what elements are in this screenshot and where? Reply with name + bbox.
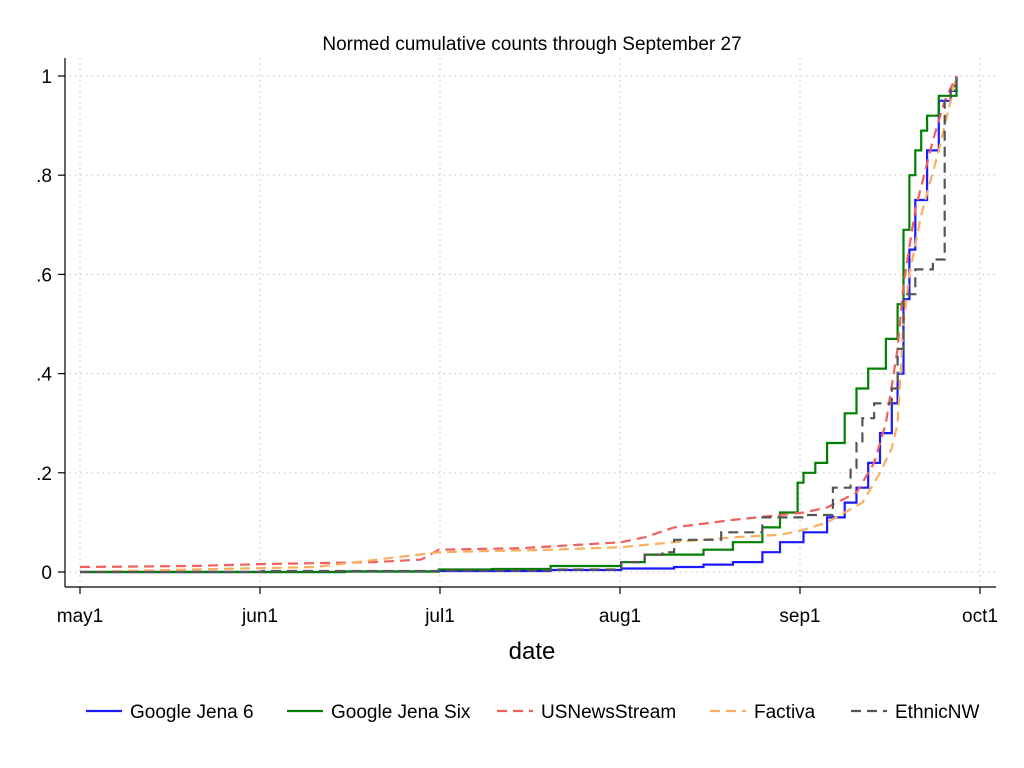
x-axis-label: date: [509, 638, 556, 665]
x-tick-label: sep1: [779, 606, 820, 627]
series-line-usnewsstream: [79, 75, 958, 569]
series-line-factiva: [79, 75, 958, 574]
x-tick-label: may1: [57, 606, 103, 627]
y-tick-label: 0: [41, 563, 52, 584]
y-tick-label: .8: [36, 166, 52, 187]
legend-label-google-jena-six: Google Jena Six: [331, 702, 471, 723]
y-tick-label: .6: [36, 265, 52, 286]
series-layer: [79, 75, 958, 574]
y-tick-label: 1: [41, 67, 52, 88]
series-line-google-jena-six: [80, 76, 958, 574]
x-tick-label: jul1: [424, 606, 455, 627]
legend-label-ethnicnw: EthnicNW: [895, 702, 980, 723]
x-tick-label: jun1: [241, 606, 278, 627]
axes: 0 .2 .4 .6 .8 1 may1 jun1 jul1 aug1 sep1 oct1: [36, 58, 998, 627]
x-tick-label: oct1: [962, 606, 998, 627]
x-tick-label: aug1: [599, 606, 641, 627]
series-line-ethnicnw: [80, 76, 958, 574]
legend-label-factiva: Factiva: [754, 702, 816, 723]
legend: Google Jena 6 Google Jena Six USNewsStream…: [86, 702, 980, 723]
legend-label-google-jena-6: Google Jena 6: [130, 702, 254, 723]
y-tick-label: .4: [36, 365, 52, 386]
y-tick-label: .2: [36, 464, 52, 485]
legend-label-usnewsstream: USNewsStream: [541, 702, 676, 723]
chart-title: Normed cumulative counts through Septemb…: [322, 34, 741, 55]
